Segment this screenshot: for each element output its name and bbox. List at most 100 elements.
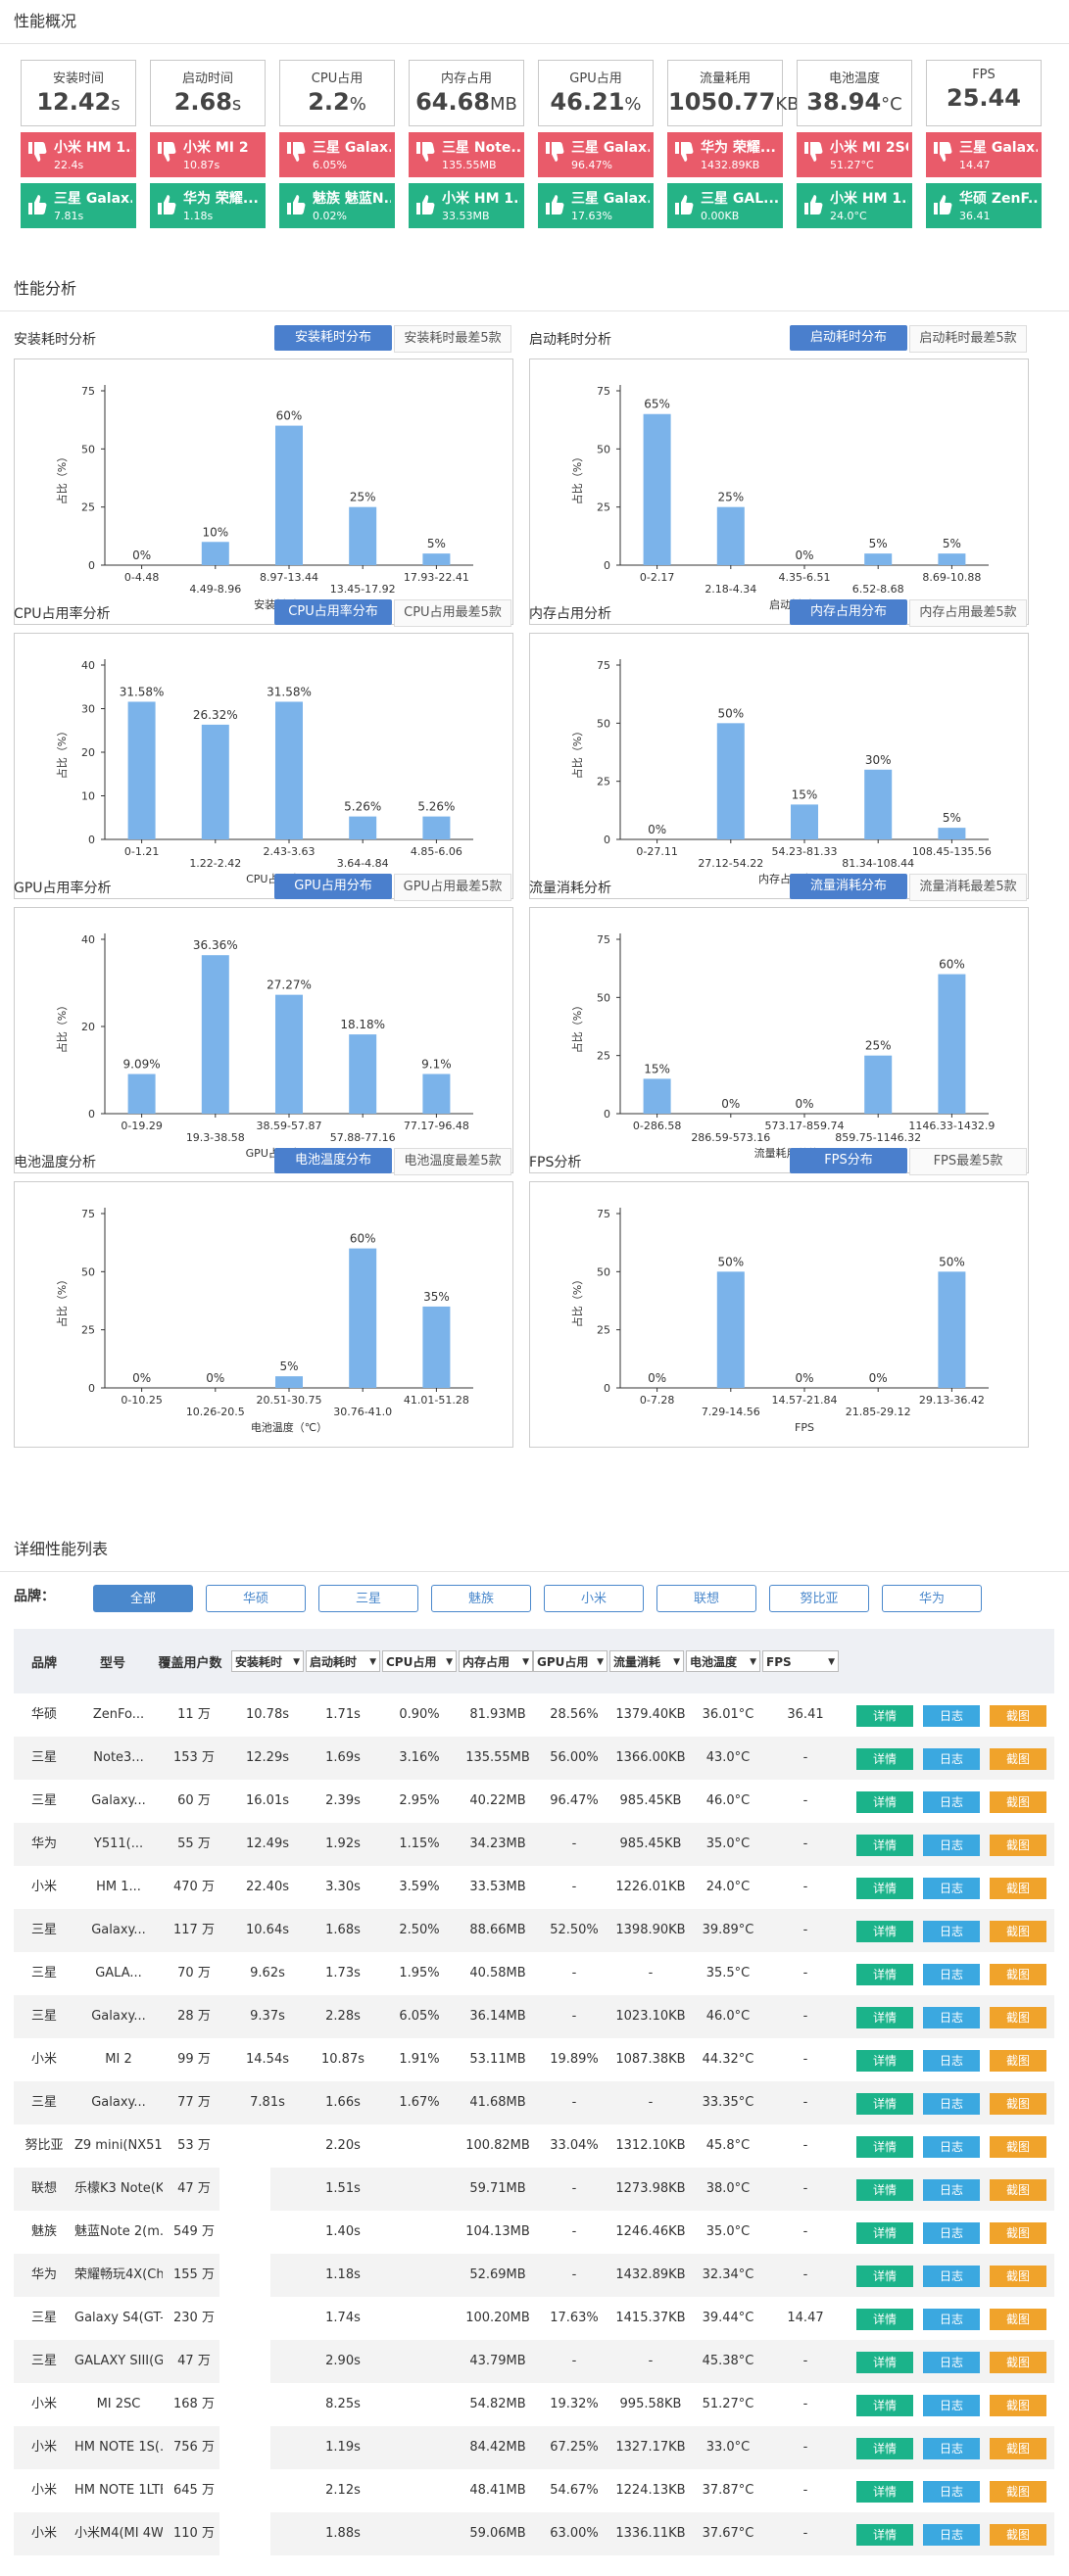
- tab-worst-5[interactable]: 内存占用最差5款: [909, 599, 1027, 627]
- screenshot-button[interactable]: 截图: [990, 2481, 1046, 2503]
- best-device-badge[interactable]: 华为 荣耀... 1.18s: [150, 183, 266, 228]
- log-button[interactable]: 日志: [923, 2352, 980, 2373]
- detail-button[interactable]: 详情: [856, 1791, 913, 1813]
- detail-button[interactable]: 详情: [856, 2309, 913, 2330]
- brand-filter-1[interactable]: 华硕: [206, 1585, 306, 1612]
- worst-device-badge[interactable]: 三星 Galax... 96.47%: [538, 132, 654, 177]
- log-button[interactable]: 日志: [923, 2438, 980, 2459]
- log-button[interactable]: 日志: [923, 2222, 980, 2244]
- best-device-badge[interactable]: 三星 GAL... 0.00KB: [667, 183, 783, 228]
- best-device-badge[interactable]: 魅族 魅蓝N... 0.02%: [279, 183, 395, 228]
- log-button[interactable]: 日志: [923, 2093, 980, 2115]
- screenshot-button[interactable]: 截图: [990, 1964, 1046, 1985]
- brand-filter-6[interactable]: 努比亚: [769, 1585, 869, 1612]
- log-button[interactable]: 日志: [923, 2266, 980, 2287]
- log-button[interactable]: 日志: [923, 2309, 980, 2330]
- brand-filter-5[interactable]: 联想: [656, 1585, 756, 1612]
- log-button[interactable]: 日志: [923, 1964, 980, 1985]
- log-button[interactable]: 日志: [923, 1878, 980, 1899]
- detail-button[interactable]: 详情: [856, 1748, 913, 1770]
- tab-distribution[interactable]: 启动耗时分布: [790, 325, 907, 351]
- screenshot-button[interactable]: 截图: [990, 2352, 1046, 2373]
- screenshot-button[interactable]: 截图: [990, 2524, 1046, 2546]
- log-button[interactable]: 日志: [923, 2481, 980, 2503]
- detail-button[interactable]: 详情: [856, 2395, 913, 2416]
- detail-button[interactable]: 详情: [856, 2352, 913, 2373]
- screenshot-button[interactable]: 截图: [990, 2222, 1046, 2244]
- screenshot-button[interactable]: 截图: [990, 2309, 1046, 2330]
- sort-select-temp[interactable]: 电池温度 ▼: [686, 1650, 760, 1672]
- detail-button[interactable]: 详情: [856, 2179, 913, 2201]
- detail-button[interactable]: 详情: [856, 1705, 913, 1727]
- detail-button[interactable]: 详情: [856, 2481, 913, 2503]
- tab-worst-5[interactable]: 流量消耗最差5款: [909, 874, 1027, 901]
- log-button[interactable]: 日志: [923, 1791, 980, 1813]
- brand-filter-7[interactable]: 华为: [882, 1585, 982, 1612]
- detail-button[interactable]: 详情: [856, 1964, 913, 1985]
- tab-distribution[interactable]: 安装耗时分布: [274, 325, 392, 351]
- detail-button[interactable]: 详情: [856, 1878, 913, 1899]
- tab-distribution[interactable]: FPS分布: [790, 1148, 907, 1173]
- screenshot-button[interactable]: 截图: [990, 1921, 1046, 1942]
- sort-select-traffic[interactable]: 流量消耗 ▼: [609, 1650, 684, 1672]
- best-device-badge[interactable]: 小米 HM 1... 24.0°C: [797, 183, 912, 228]
- sort-select-cpu[interactable]: CPU占用 ▼: [382, 1650, 457, 1672]
- tab-worst-5[interactable]: 电池温度最差5款: [394, 1148, 511, 1175]
- screenshot-button[interactable]: 截图: [990, 1878, 1046, 1899]
- best-device-badge[interactable]: 三星 Galax... 7.81s: [21, 183, 136, 228]
- sort-select-install[interactable]: 安装耗时 ▼: [231, 1650, 304, 1672]
- detail-button[interactable]: 详情: [856, 1921, 913, 1942]
- sort-select-fps[interactable]: FPS ▼: [762, 1650, 839, 1672]
- log-button[interactable]: 日志: [923, 1835, 980, 1856]
- brand-filter-4[interactable]: 小米: [544, 1585, 644, 1612]
- screenshot-button[interactable]: 截图: [990, 1705, 1046, 1727]
- worst-device-badge[interactable]: 华为 荣耀... 1432.89KB: [667, 132, 783, 177]
- worst-device-badge[interactable]: 小米 MI 2 10.87s: [150, 132, 266, 177]
- brand-filter-0[interactable]: 全部: [93, 1585, 193, 1612]
- screenshot-button[interactable]: 截图: [990, 2136, 1046, 2158]
- screenshot-button[interactable]: 截图: [990, 1791, 1046, 1813]
- sort-select-gpu[interactable]: GPU占用 ▼: [533, 1650, 607, 1672]
- tab-worst-5[interactable]: GPU占用最差5款: [394, 874, 511, 901]
- detail-button[interactable]: 详情: [856, 2093, 913, 2115]
- worst-device-badge[interactable]: 小米 HM 1... 22.4s: [21, 132, 136, 177]
- best-device-badge[interactable]: 三星 Galax... 17.63%: [538, 183, 654, 228]
- detail-button[interactable]: 详情: [856, 2136, 913, 2158]
- detail-button[interactable]: 详情: [856, 2266, 913, 2287]
- worst-device-badge[interactable]: 三星 Galax... 6.05%: [279, 132, 395, 177]
- sort-select-mem[interactable]: 内存占用 ▼: [459, 1650, 533, 1672]
- log-button[interactable]: 日志: [923, 2050, 980, 2072]
- screenshot-button[interactable]: 截图: [990, 2438, 1046, 2459]
- log-button[interactable]: 日志: [923, 2395, 980, 2416]
- detail-button[interactable]: 详情: [856, 2007, 913, 2028]
- brand-filter-2[interactable]: 三星: [318, 1585, 418, 1612]
- screenshot-button[interactable]: 截图: [990, 2093, 1046, 2115]
- detail-button[interactable]: 详情: [856, 2222, 913, 2244]
- brand-filter-3[interactable]: 魅族: [431, 1585, 531, 1612]
- sort-select-launch[interactable]: 启动耗时 ▼: [306, 1650, 380, 1672]
- detail-button[interactable]: 详情: [856, 1835, 913, 1856]
- screenshot-button[interactable]: 截图: [990, 2007, 1046, 2028]
- log-button[interactable]: 日志: [923, 2179, 980, 2201]
- detail-button[interactable]: 详情: [856, 2438, 913, 2459]
- screenshot-button[interactable]: 截图: [990, 2266, 1046, 2287]
- screenshot-button[interactable]: 截图: [990, 1835, 1046, 1856]
- log-button[interactable]: 日志: [923, 1748, 980, 1770]
- detail-button[interactable]: 详情: [856, 2524, 913, 2546]
- tab-distribution[interactable]: 电池温度分布: [274, 1148, 392, 1173]
- log-button[interactable]: 日志: [923, 1705, 980, 1727]
- tab-distribution[interactable]: 流量消耗分布: [790, 874, 907, 899]
- detail-button[interactable]: 详情: [856, 2050, 913, 2072]
- worst-device-badge[interactable]: 小米 MI 2SC 51.27°C: [797, 132, 912, 177]
- worst-device-badge[interactable]: 三星 Note... 135.55MB: [409, 132, 524, 177]
- worst-device-badge[interactable]: 三星 Galax... 14.47: [926, 132, 1042, 177]
- log-button[interactable]: 日志: [923, 2136, 980, 2158]
- screenshot-button[interactable]: 截图: [990, 2050, 1046, 2072]
- screenshot-button[interactable]: 截图: [990, 1748, 1046, 1770]
- screenshot-button[interactable]: 截图: [990, 2179, 1046, 2201]
- tab-distribution[interactable]: GPU占用分布: [274, 874, 392, 899]
- tab-distribution[interactable]: 内存占用分布: [790, 599, 907, 625]
- tab-worst-5[interactable]: CPU占用最差5款: [394, 599, 511, 627]
- tab-worst-5[interactable]: 安装耗时最差5款: [394, 325, 511, 353]
- tab-distribution[interactable]: CPU占用率分布: [274, 599, 392, 625]
